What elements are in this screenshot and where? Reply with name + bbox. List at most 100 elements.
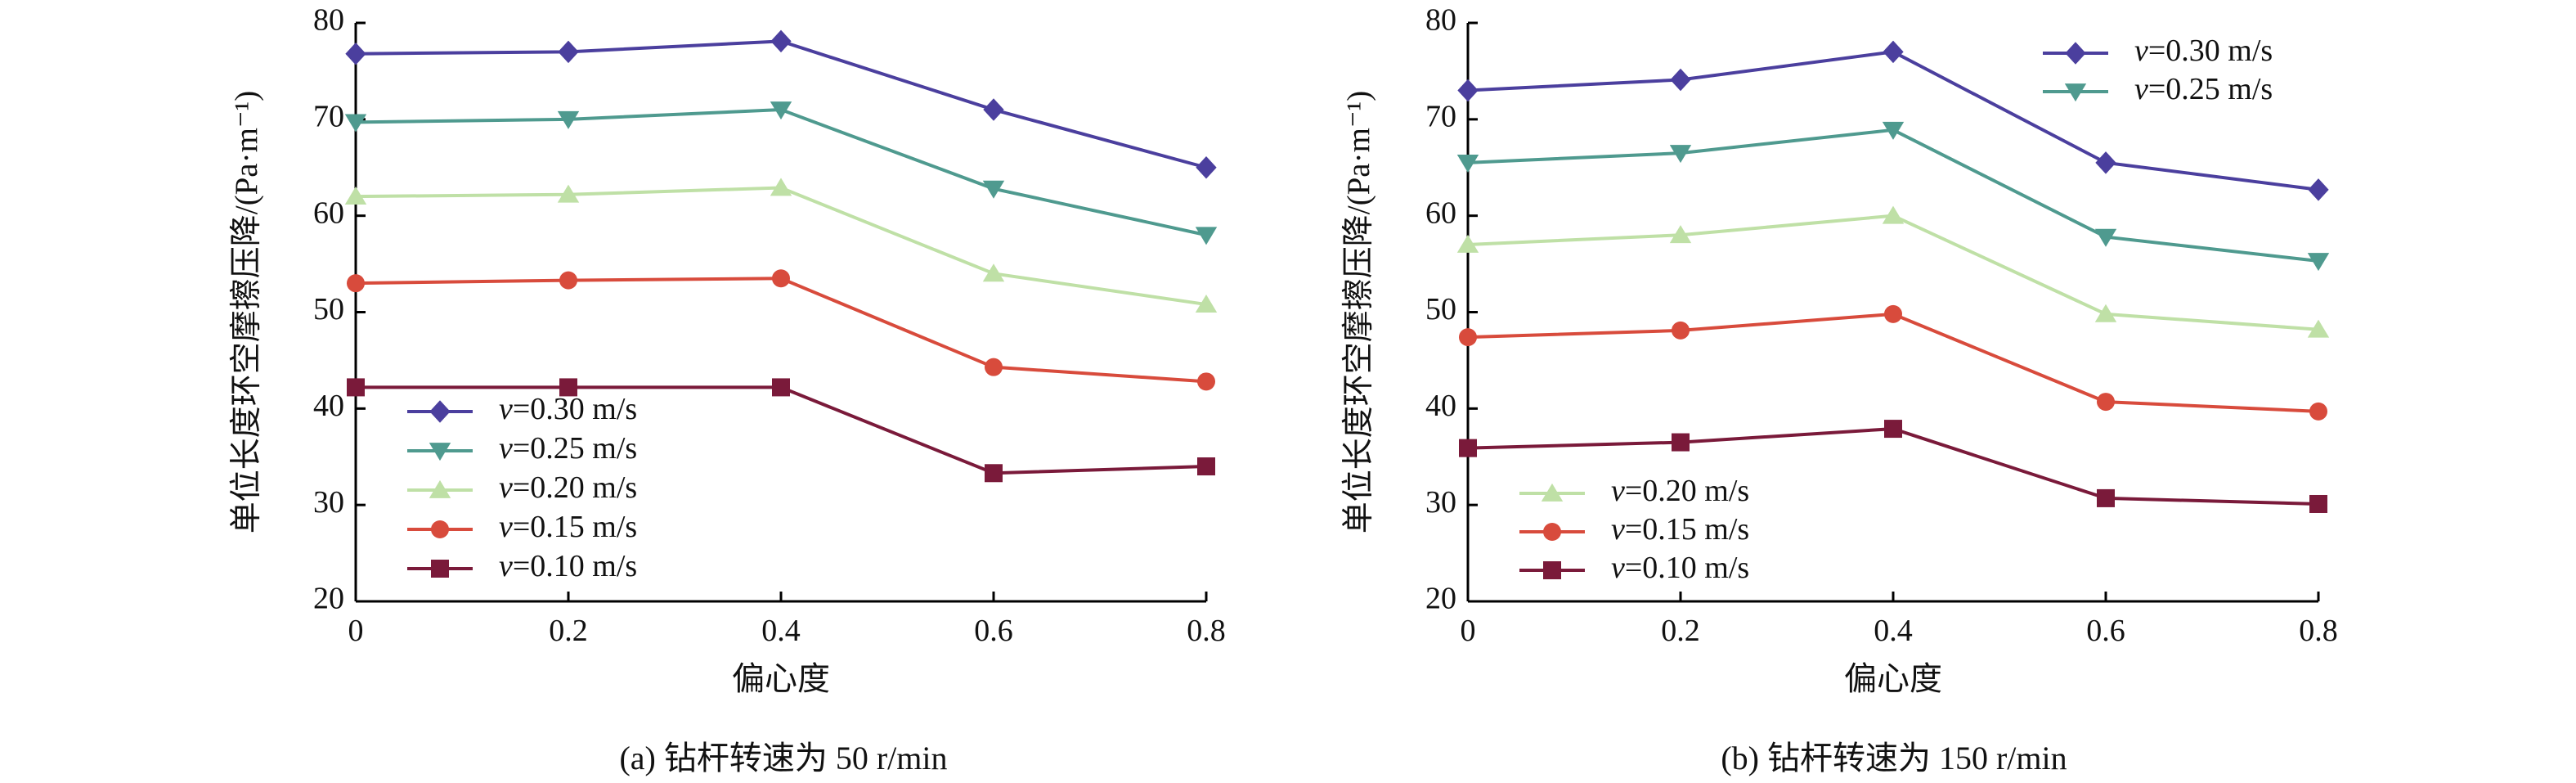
y-tick-label: 20 (313, 582, 344, 616)
legend-marker (1543, 561, 1561, 579)
legend-label: v=0.15 m/s (499, 510, 637, 544)
data-point (559, 271, 577, 290)
series-v=0.25 m/s (1456, 121, 2330, 272)
legend-marker (1543, 523, 1561, 541)
x-tick-label: 0.4 (761, 614, 801, 648)
y-tick-label: 70 (1425, 100, 1456, 134)
series-v=0.15 m/s (347, 269, 1215, 391)
data-point (557, 110, 580, 129)
data-point (982, 263, 1005, 282)
data-point (345, 42, 366, 65)
series-line (355, 277, 1207, 384)
data-point (559, 378, 577, 397)
legend: v=0.30 m/s v=0.25 m/s v=0.20 m/s v=0.15 m/s… (407, 392, 637, 583)
data-point (1197, 372, 1215, 391)
data-point (1195, 294, 1218, 313)
data-point (1883, 40, 1904, 64)
data-point (1672, 321, 1690, 340)
series-line (1467, 128, 2319, 263)
series-v=0.20 m/s (344, 178, 1218, 313)
x-tick-label: 0.2 (549, 614, 588, 648)
legend-label: v=0.15 m/s (1611, 512, 1749, 547)
legend-marker (1541, 483, 1564, 502)
data-point (2309, 402, 2327, 421)
data-point (772, 269, 790, 288)
data-point (1196, 156, 1217, 179)
x-tick-label: 0 (1461, 614, 1476, 648)
data-point (1670, 68, 1691, 92)
data-point (344, 114, 367, 133)
data-point (2094, 304, 2117, 322)
data-point (1197, 457, 1215, 476)
data-point (2097, 488, 2115, 507)
data-point (347, 378, 365, 397)
y-tick-label: 30 (313, 485, 344, 520)
y-tick-label: 40 (1425, 389, 1456, 423)
legend-marker (2065, 42, 2086, 65)
x-tick-label: 0.8 (1187, 614, 1226, 648)
legend: v=0.30 m/s v=0.25 m/s (2043, 34, 2273, 106)
x-tick-label: 0.6 (974, 614, 1013, 648)
y-axis-title: 单位长度环空摩擦压降/(Pa·m⁻¹) (229, 91, 264, 533)
data-point (1672, 433, 1690, 452)
legend-label: v=0.25 m/s (2134, 72, 2273, 106)
data-point (1457, 79, 1479, 102)
legend-label: v=0.10 m/s (1611, 551, 1749, 585)
y-tick-label: 30 (1425, 485, 1456, 520)
x-axis-title: 偏心度 (1844, 660, 1942, 697)
y-axis-title: 单位长度环空摩擦压降/(Pa·m⁻¹) (1341, 91, 1376, 533)
data-point (985, 358, 1003, 376)
y-tick-label: 80 (313, 3, 344, 38)
data-point (983, 98, 1004, 121)
data-point (1884, 420, 1902, 439)
data-point (770, 178, 792, 196)
x-axis-title: 偏心度 (732, 660, 830, 697)
data-point (1456, 234, 1479, 253)
data-point (772, 378, 790, 397)
series-v=0.10 m/s (1459, 420, 2327, 513)
series-v=0.30 m/s (345, 29, 1217, 179)
series-line (355, 108, 1207, 237)
data-point (558, 40, 579, 64)
data-point (1884, 304, 1902, 323)
y-tick-label: 70 (313, 100, 344, 134)
series-v=0.15 m/s (1459, 304, 2327, 421)
data-point (2094, 228, 2117, 247)
y-tick-label: 60 (313, 196, 344, 230)
data-point (1456, 154, 1479, 173)
data-point (1669, 225, 1692, 244)
series-line (356, 385, 1207, 475)
legend-label: v=0.30 m/s (499, 392, 637, 426)
x-tick-label: 0.8 (2299, 614, 2338, 648)
data-point (770, 101, 792, 120)
data-point (2307, 253, 2330, 272)
y-tick-label: 50 (313, 292, 344, 326)
data-point (1669, 145, 1692, 164)
chart-caption: (b) 钻杆转速为 150 r/min (1721, 740, 2067, 776)
y-tick-label: 40 (313, 389, 344, 423)
series-v=0.30 m/s (1457, 40, 2329, 201)
legend-marker (431, 520, 449, 538)
chart-panel-a: 20 30 40 50 60 70 80 0 0.2 0.4 0.6 0.8 偏心度 单位长度环空摩擦压降… (229, 3, 1226, 776)
data-point (557, 184, 580, 203)
data-point (982, 180, 1005, 199)
data-point (2308, 178, 2329, 201)
data-point (347, 274, 365, 293)
legend: v=0.20 m/s v=0.15 m/s v=0.10 m/s (1519, 474, 1749, 585)
series-line (1467, 312, 2319, 413)
data-point (2309, 494, 2327, 513)
legend-label: v=0.30 m/s (2134, 34, 2273, 68)
legend-label: v=0.20 m/s (1611, 474, 1749, 508)
y-tick-label: 80 (1425, 3, 1456, 38)
series-v=0.20 m/s (1456, 205, 2330, 338)
x-tick-label: 0.2 (1661, 614, 1700, 648)
legend-marker (2064, 83, 2087, 102)
data-point (1882, 121, 1905, 140)
legend-label: v=0.25 m/s (499, 431, 637, 466)
data-point (2307, 319, 2330, 338)
legend-marker (431, 560, 449, 578)
data-point (1195, 227, 1218, 245)
data-point (2097, 393, 2115, 412)
chart-caption: (a) 钻杆转速为 50 r/min (619, 740, 947, 776)
